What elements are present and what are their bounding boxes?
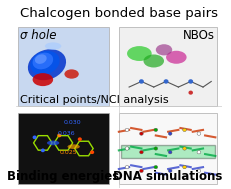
Circle shape bbox=[182, 128, 185, 132]
Ellipse shape bbox=[28, 49, 66, 80]
Circle shape bbox=[125, 128, 128, 132]
Ellipse shape bbox=[32, 73, 53, 86]
Text: 0.036: 0.036 bbox=[57, 132, 75, 136]
Text: DNA simulations: DNA simulations bbox=[113, 170, 222, 183]
Circle shape bbox=[153, 128, 157, 132]
Text: Binding energies: Binding energies bbox=[7, 170, 119, 183]
Circle shape bbox=[139, 169, 143, 173]
FancyBboxPatch shape bbox=[118, 27, 216, 106]
FancyBboxPatch shape bbox=[120, 145, 214, 158]
Circle shape bbox=[196, 151, 200, 154]
Circle shape bbox=[168, 132, 171, 135]
Circle shape bbox=[57, 134, 61, 137]
Ellipse shape bbox=[155, 44, 171, 55]
Ellipse shape bbox=[64, 69, 79, 79]
Circle shape bbox=[196, 132, 200, 135]
FancyBboxPatch shape bbox=[118, 113, 216, 184]
Circle shape bbox=[153, 147, 157, 150]
Circle shape bbox=[182, 147, 185, 150]
Text: Critical points/NCI analysis: Critical points/NCI analysis bbox=[20, 95, 168, 105]
Circle shape bbox=[188, 91, 192, 95]
FancyBboxPatch shape bbox=[18, 113, 108, 184]
Ellipse shape bbox=[45, 42, 61, 50]
Text: Chalcogen bonded base pairs: Chalcogen bonded base pairs bbox=[20, 7, 217, 20]
Ellipse shape bbox=[30, 51, 59, 75]
FancyBboxPatch shape bbox=[18, 27, 108, 106]
Circle shape bbox=[139, 132, 143, 135]
Circle shape bbox=[187, 79, 192, 84]
Circle shape bbox=[153, 165, 157, 169]
Ellipse shape bbox=[143, 54, 163, 67]
Ellipse shape bbox=[35, 54, 46, 64]
Circle shape bbox=[163, 79, 168, 84]
Circle shape bbox=[32, 136, 36, 139]
Circle shape bbox=[196, 169, 200, 173]
Circle shape bbox=[168, 151, 171, 154]
Circle shape bbox=[138, 79, 143, 84]
Text: NBOs: NBOs bbox=[182, 29, 214, 42]
Ellipse shape bbox=[32, 53, 53, 69]
Circle shape bbox=[125, 147, 128, 150]
Circle shape bbox=[41, 149, 45, 152]
Circle shape bbox=[77, 137, 82, 141]
Ellipse shape bbox=[47, 141, 59, 145]
Text: 0.030: 0.030 bbox=[63, 120, 81, 125]
Text: σ hole: σ hole bbox=[20, 29, 57, 42]
Circle shape bbox=[125, 165, 128, 169]
Circle shape bbox=[182, 165, 185, 169]
Ellipse shape bbox=[67, 144, 79, 149]
Circle shape bbox=[168, 169, 171, 173]
Ellipse shape bbox=[127, 46, 151, 61]
Circle shape bbox=[139, 151, 143, 154]
Circle shape bbox=[90, 150, 94, 154]
Text: 0.025: 0.025 bbox=[59, 150, 77, 155]
Ellipse shape bbox=[165, 51, 186, 64]
